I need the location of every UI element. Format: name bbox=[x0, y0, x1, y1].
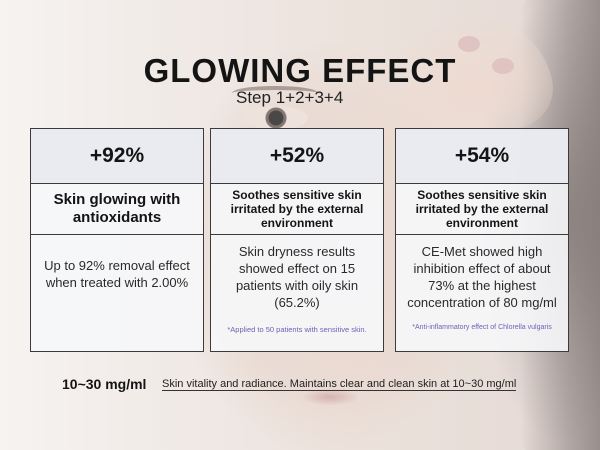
effect-card: +54% Soothes sensitive skin irritated by… bbox=[395, 128, 569, 352]
concentration-label: 10~30 mg/ml bbox=[62, 376, 147, 392]
card-stat: +52% bbox=[211, 129, 383, 184]
eyebrow-shape bbox=[232, 86, 318, 100]
card-body-text: Up to 92% removal effect when treated wi… bbox=[44, 258, 190, 290]
card-heading: Skin glowing with antioxidants bbox=[31, 183, 203, 235]
lips-shape bbox=[300, 388, 360, 406]
eye-shape bbox=[244, 106, 308, 130]
card-body: CE-Met showed high inhibition effect of … bbox=[396, 235, 568, 351]
page-title: GLOWING EFFECT bbox=[143, 52, 457, 89]
card-footnote: *Anti-inflammatory effect of Chlorella v… bbox=[412, 324, 552, 331]
card-body: Skin dryness results showed effect on 15… bbox=[211, 235, 383, 351]
concentration-description: Skin vitality and radiance. Maintains cl… bbox=[162, 378, 517, 391]
card-heading: Soothes sensitive skin irritated by the … bbox=[396, 183, 568, 235]
effect-card: +92% Skin glowing with antioxidants Up t… bbox=[30, 128, 204, 352]
effect-card: +52% Soothes sensitive skin irritated by… bbox=[210, 128, 384, 352]
card-footnote: *Applied to 50 patients with sensitive s… bbox=[227, 325, 367, 334]
card-heading: Soothes sensitive skin irritated by the … bbox=[211, 183, 383, 235]
card-stat: +92% bbox=[31, 129, 203, 184]
card-body: Up to 92% removal effect when treated wi… bbox=[31, 235, 203, 351]
fingernail-shape bbox=[458, 36, 480, 52]
card-body-text: CE-Met showed high inhibition effect of … bbox=[407, 244, 557, 310]
page-subtitle: Step 1+2+3+4 bbox=[236, 88, 344, 107]
card-stat: +54% bbox=[396, 129, 568, 184]
card-body-text: Skin dryness results showed effect on 15… bbox=[235, 244, 359, 310]
fingernail-shape bbox=[492, 58, 514, 74]
